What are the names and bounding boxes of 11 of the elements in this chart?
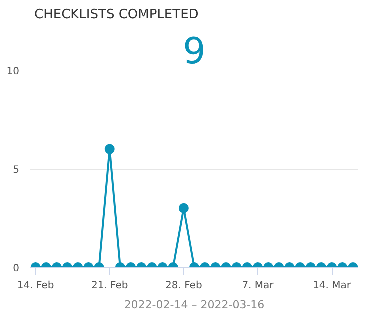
- annotation: 9: [183, 32, 206, 72]
- y-tick-label: 0: [13, 264, 20, 274]
- y-tick-label: 10: [6, 66, 20, 78]
- x-tick-label: 21. Feb: [91, 280, 128, 292]
- chart-title: CHECKLISTS COMPLETED: [34, 8, 199, 22]
- x-tick-label: 14. Feb: [17, 280, 54, 292]
- x-tick-label: 14. Mar: [313, 280, 352, 292]
- x-tick-label: 28. Feb: [166, 280, 202, 292]
- y-tick-label: 5: [13, 165, 20, 176]
- x-tick-label: 7. Mar: [242, 280, 275, 292]
- x-axis-title: 2022-02-14 – 2022-03-16: [124, 298, 265, 312]
